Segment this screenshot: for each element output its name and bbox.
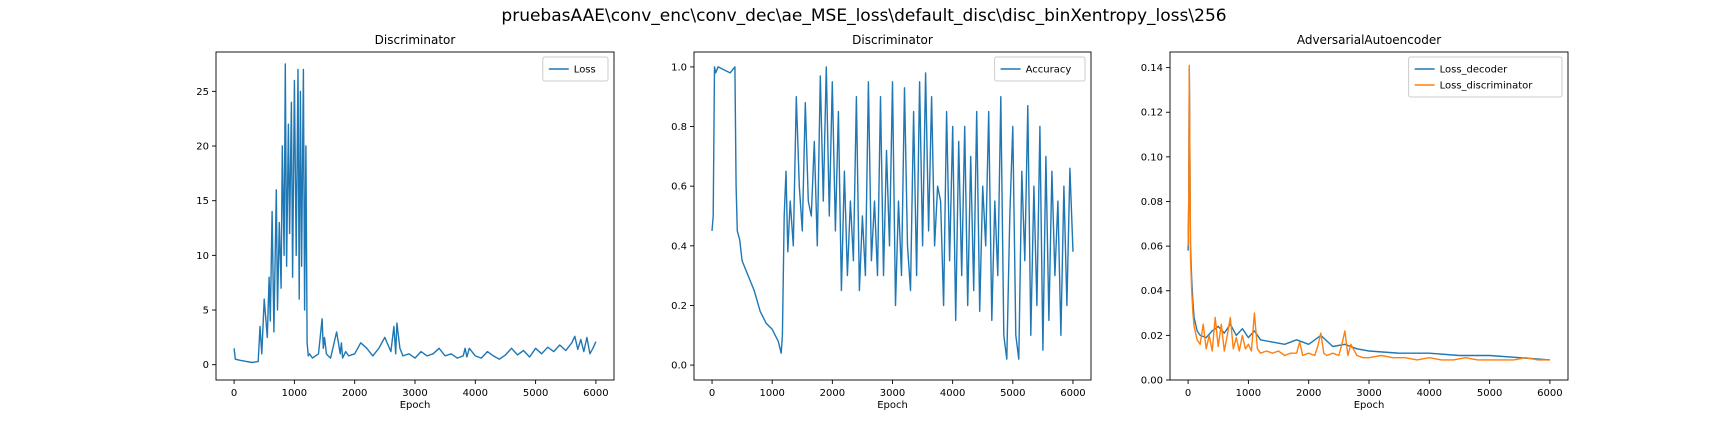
- y-tick-label: 0.12: [1141, 108, 1163, 119]
- x-tick-label: 3000: [880, 388, 905, 399]
- series-line-accuracy: [711, 66, 1074, 360]
- chart-title: Discriminator: [375, 33, 456, 47]
- legend-box: [994, 56, 1086, 82]
- y-tick-label: 0.14: [1141, 63, 1163, 74]
- series-line-loss-decoder: [1187, 66, 1550, 361]
- y-tick-label: 15: [196, 196, 209, 207]
- x-tick-label: 0: [1185, 388, 1191, 399]
- x-tick-label: 0: [231, 388, 237, 399]
- y-tick-label: 5: [203, 306, 209, 317]
- x-tick-label: 0: [709, 388, 715, 399]
- y-tick-label: 0.10: [1141, 152, 1163, 163]
- plot-frame: [1169, 51, 1569, 381]
- y-tick-label: 1.0: [671, 62, 687, 73]
- legend: Loss: [542, 56, 609, 82]
- y-tick-label: 0.08: [1141, 197, 1163, 208]
- y-tick-label: 0.00: [1141, 376, 1163, 387]
- series-line-loss-discriminator: [1187, 64, 1550, 361]
- x-axis-label: Epoch: [877, 400, 908, 411]
- x-tick-label: 1000: [282, 388, 307, 399]
- x-tick-label: 1000: [1236, 388, 1261, 399]
- figure-suptitle: pruebasAAE\conv_enc\conv_dec\ae_MSE_loss…: [501, 6, 1227, 26]
- y-tick-label: 0.02: [1141, 331, 1163, 342]
- x-tick-label: 6000: [1060, 388, 1085, 399]
- y-tick-label: 0.2: [671, 301, 687, 312]
- y-tick-label: 0.04: [1141, 286, 1163, 297]
- chart-3: AdversarialAutoencoder 0 1000 2000 3000 4000 5…: [1141, 33, 1569, 411]
- chart-1: Discriminator 0 1000 2000 3000 4000 5000 6000 0 5…: [196, 33, 615, 411]
- x-tick-label: 3000: [402, 388, 427, 399]
- chart-2: Discriminator 0 1000 2000 3000 4000 5000 6000 0.…: [671, 33, 1092, 411]
- x-tick-label: 3000: [1356, 388, 1381, 399]
- x-tick-label: 2000: [1296, 388, 1321, 399]
- legend-label: Loss_discriminator: [1440, 81, 1534, 92]
- x-tick-label: 2000: [820, 388, 845, 399]
- y-tick-label: 0.4: [671, 241, 687, 252]
- x-tick-label: 2000: [342, 388, 367, 399]
- x-tick-label: 5000: [1477, 388, 1502, 399]
- y-tick-label: 0.0: [671, 361, 687, 372]
- y-tick-label: 0.06: [1141, 242, 1163, 253]
- y-tick-label: 0.8: [671, 122, 687, 133]
- x-tick-label: 5000: [523, 388, 548, 399]
- x-tick-label: 1000: [759, 388, 784, 399]
- y-tick-label: 0: [203, 360, 209, 371]
- x-tick-label: 6000: [1537, 388, 1562, 399]
- legend: Accuracy: [994, 56, 1086, 82]
- x-tick-label: 4000: [940, 388, 965, 399]
- y-tick-label: 10: [196, 251, 209, 262]
- x-tick-label: 5000: [1000, 388, 1025, 399]
- x-axis-label: Epoch: [400, 400, 431, 411]
- series-line-loss: [233, 63, 597, 364]
- legend-label: Accuracy: [1026, 65, 1072, 76]
- chart-title: Discriminator: [852, 33, 933, 47]
- y-tick-label: 25: [196, 87, 209, 98]
- y-tick-label: 20: [196, 142, 209, 153]
- legend-box: [1408, 56, 1563, 98]
- chart-title: AdversarialAutoencoder: [1297, 33, 1441, 47]
- legend-label: Loss_decoder: [1440, 65, 1509, 76]
- legend-box: [542, 56, 609, 82]
- legend-label: Loss: [574, 65, 596, 76]
- y-tick-label: 0.6: [671, 182, 687, 193]
- x-tick-label: 4000: [463, 388, 488, 399]
- x-axis-label: Epoch: [1354, 400, 1385, 411]
- x-tick-label: 4000: [1417, 388, 1442, 399]
- legend: Loss_decoder Loss_discriminator: [1408, 56, 1563, 98]
- x-tick-label: 6000: [583, 388, 608, 399]
